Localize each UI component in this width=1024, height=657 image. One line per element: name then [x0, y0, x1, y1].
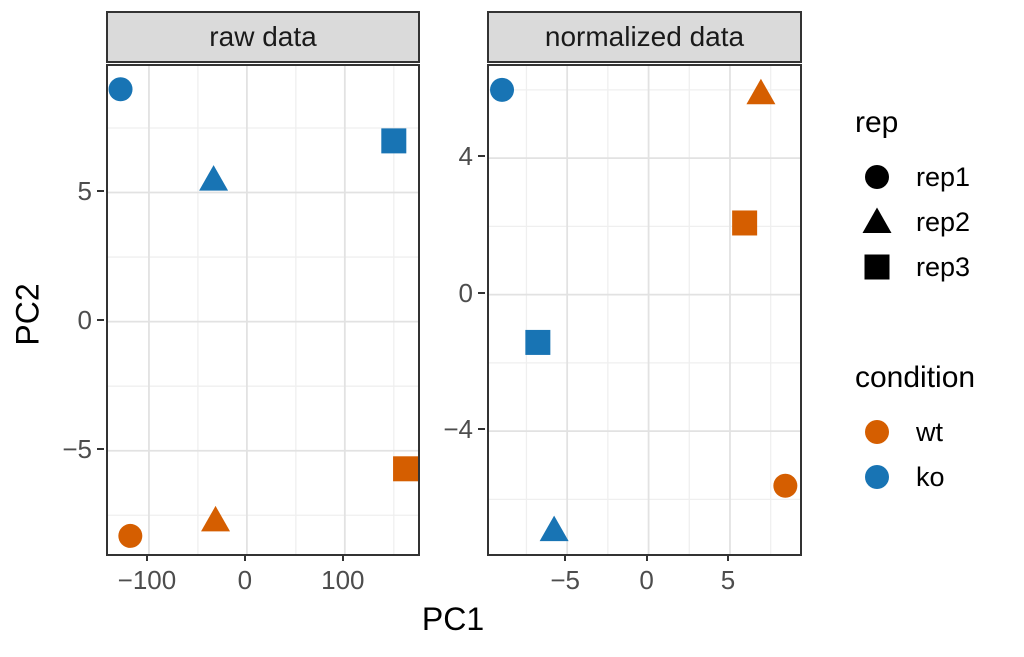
- legend-title-condition: condition: [855, 361, 976, 394]
- data-point-square: [393, 456, 418, 482]
- circle-legend-icon: [865, 420, 889, 444]
- x-axis-tick: [145, 554, 148, 561]
- x-axis-tick-label: 0: [639, 565, 654, 595]
- legend-item-label: wt: [916, 417, 943, 447]
- data-point-triangle: [539, 515, 569, 542]
- data-point-square: [864, 254, 890, 280]
- x-axis-title: PC1: [421, 601, 485, 637]
- y-axis-tick-label: −4: [443, 414, 473, 445]
- data-point-triangle: [862, 207, 892, 233]
- data-point-triangle: [199, 165, 229, 191]
- y-axis-tick: [478, 155, 485, 158]
- data-point-triangle: [746, 78, 776, 105]
- y-axis-tick-label: −5: [62, 433, 92, 464]
- circle-legend-icon: [865, 165, 889, 189]
- y-axis-tick: [478, 428, 485, 431]
- x-axis-tick: [243, 554, 246, 561]
- triangle-legend-icon: [862, 207, 892, 233]
- legend-item-label: rep3: [916, 252, 971, 282]
- y-axis-tick: [97, 318, 104, 321]
- legend-item-label: ko: [916, 462, 945, 492]
- y-axis-tick: [97, 189, 104, 192]
- y-axis-tick-label: 4: [458, 141, 473, 172]
- scatter-canvas-normalized-data: [489, 66, 800, 554]
- facet-strip-raw-data: raw data: [106, 11, 420, 63]
- facet-strip-label: raw data: [209, 21, 317, 52]
- y-axis-tick: [97, 447, 104, 450]
- y-axis-tick-label: 0: [458, 277, 473, 308]
- data-point-circle: [108, 77, 133, 102]
- facet-strip-normalized-data: normalized data: [487, 11, 802, 63]
- x-axis-tick: [341, 554, 344, 561]
- plot-panel-normalized-data: [487, 64, 802, 556]
- data-point-circle: [773, 473, 798, 498]
- square-legend-icon: [864, 254, 890, 280]
- x-axis-tick-label: −100: [117, 565, 177, 595]
- data-point-circle: [118, 523, 143, 548]
- circle-legend-icon: [865, 465, 889, 489]
- x-axis-tick: [726, 554, 729, 561]
- x-axis-tick-label: 5: [720, 565, 736, 595]
- data-point-circle: [865, 165, 889, 189]
- x-axis-tick-label: 0: [237, 565, 253, 595]
- data-point-circle: [865, 420, 889, 444]
- y-axis-tick-label: 5: [77, 175, 92, 206]
- y-axis-tick: [478, 291, 485, 294]
- plot-panel-raw-data: [106, 64, 420, 556]
- scatter-canvas-raw-data: [108, 66, 418, 554]
- data-point-square: [381, 128, 407, 154]
- x-axis-tick: [645, 554, 648, 561]
- legend-item-label: rep2: [916, 207, 971, 237]
- x-axis-tick-label: −5: [550, 565, 580, 595]
- legend-item-label: rep1: [916, 162, 971, 192]
- data-point-square: [525, 329, 551, 355]
- legend-title-rep: rep: [855, 106, 899, 139]
- facet-strip-label: normalized data: [544, 21, 745, 52]
- data-point-circle: [865, 465, 889, 489]
- data-point-circle: [490, 77, 515, 102]
- x-axis-tick-label: 100: [321, 565, 365, 595]
- data-point-triangle: [201, 505, 231, 532]
- x-axis-tick: [564, 554, 567, 561]
- y-axis-tick-label: 0: [77, 304, 92, 335]
- data-point-square: [732, 210, 758, 236]
